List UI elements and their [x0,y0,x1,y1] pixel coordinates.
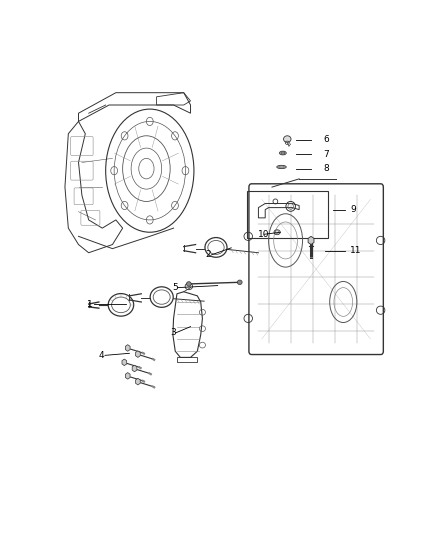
Text: 9: 9 [350,205,356,214]
Text: 7: 7 [323,150,328,159]
Bar [247,191,328,238]
Text: 6: 6 [323,135,328,144]
Text: 5: 5 [172,283,178,292]
Ellipse shape [187,281,191,286]
Text: 1: 1 [87,300,93,309]
Ellipse shape [279,151,286,155]
Text: 10: 10 [258,230,270,239]
Text: 2: 2 [206,251,212,259]
Text: 4: 4 [99,351,105,360]
Ellipse shape [283,136,291,142]
Ellipse shape [277,165,286,168]
Ellipse shape [237,280,242,285]
Ellipse shape [281,152,285,154]
Text: 3: 3 [170,328,176,337]
Ellipse shape [279,166,285,168]
Text: 11: 11 [350,246,362,255]
Text: 8: 8 [323,164,328,173]
